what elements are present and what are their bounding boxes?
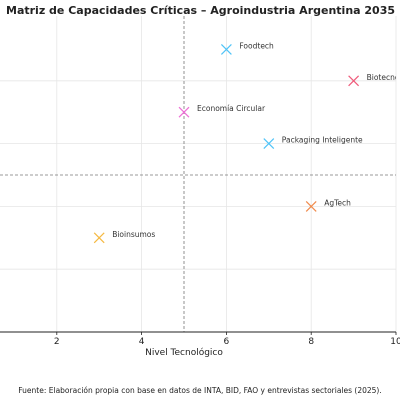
data-point [220, 43, 232, 55]
x-tick-label: 10 [390, 337, 400, 347]
x-tick-label: 2 [54, 337, 60, 347]
chart-title: Matriz de Capacidades Críticas – Agroind… [6, 4, 396, 17]
grid [0, 16, 397, 332]
point-stroke [305, 200, 317, 212]
x-tick-label: 6 [224, 337, 230, 347]
point-stroke [348, 75, 360, 87]
data-point [93, 232, 105, 244]
point-label: Biotecnología [367, 73, 400, 82]
reference-lines [0, 16, 396, 332]
point-stroke [220, 43, 232, 55]
data-point [178, 106, 190, 118]
x-axis-label: Nivel Tecnológico [145, 347, 223, 358]
source-note: Fuente: Elaboración propia con base en d… [18, 386, 382, 395]
data-point [348, 75, 360, 87]
data-labels: Foodtech Biotecnología Economía Circular Pa… [112, 41, 400, 239]
x-tick-label: 4 [139, 337, 145, 347]
tick-labels: 2 4 6 8 10 [54, 332, 400, 347]
point-stroke [263, 138, 275, 150]
point-label: Bioinsumos [112, 230, 155, 239]
data-point [305, 200, 317, 212]
data-points [93, 43, 360, 244]
x-tick-label: 8 [308, 337, 314, 347]
point-label: Economía Circular [197, 104, 266, 113]
point-label: AgTech [324, 198, 351, 207]
point-label: Packaging Inteligente [282, 136, 363, 145]
point-label: Foodtech [239, 41, 274, 50]
point-stroke [178, 106, 190, 118]
point-stroke [93, 232, 105, 244]
data-point [263, 138, 275, 150]
